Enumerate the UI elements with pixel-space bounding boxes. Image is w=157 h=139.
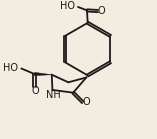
Text: NH: NH — [46, 90, 60, 100]
Text: HO: HO — [3, 63, 18, 73]
Text: O: O — [97, 6, 105, 16]
Text: O: O — [82, 97, 90, 107]
Text: HO: HO — [60, 1, 75, 11]
Polygon shape — [34, 72, 52, 76]
Text: O: O — [31, 86, 39, 96]
